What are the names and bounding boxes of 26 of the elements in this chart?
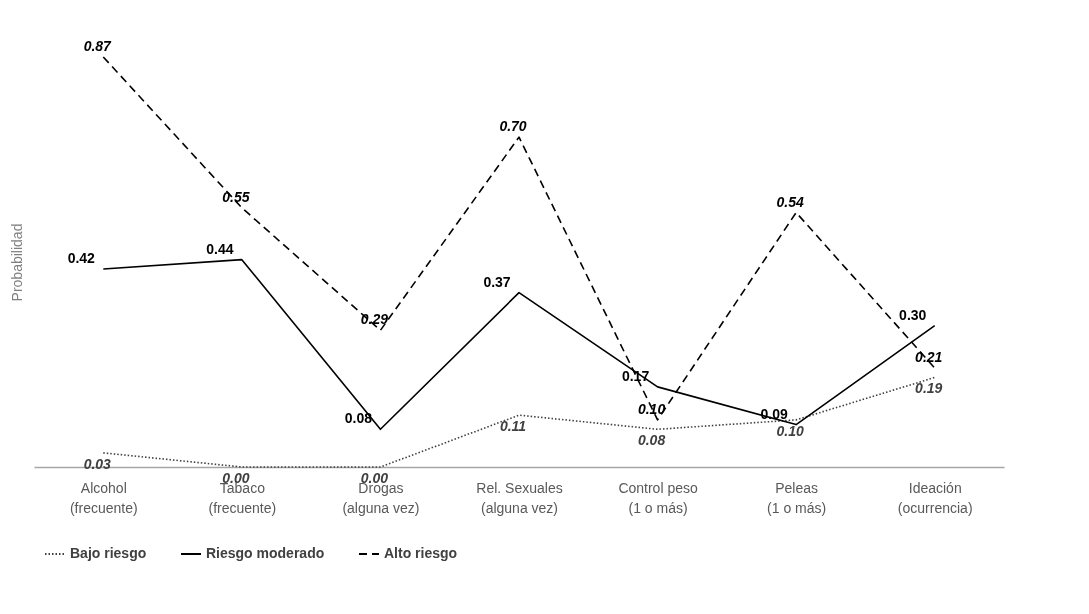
x-tick-label: Alcohol (frecuente) [69,479,138,516]
data-label: 0.44 [206,240,234,257]
data-label: 0.21 [915,349,943,366]
data-label: 0.11 [499,418,527,435]
data-label: 0.30 [899,306,927,323]
data-label: 0.37 [483,273,511,290]
x-tick-label: Control peso (1 o más) [618,479,698,516]
y-axis-title: Probabilidad [8,223,25,302]
data-label: 0.87 [83,38,113,54]
data-label: 0.54 [776,193,804,210]
legend-label: Bajo riesgo [70,545,147,561]
legend-label: Riesgo moderado [206,545,325,561]
x-tick-label: Ideación (ocurrencia) [897,479,973,516]
data-label: 0.70 [499,118,527,135]
data-label: 0.29 [360,311,389,328]
legend-label: Alto riesgo [384,545,458,561]
data-label: 0.55 [222,188,250,205]
x-tick-label: Peleas (1 o más) [767,479,827,516]
data-label: 0.08 [344,410,373,427]
data-label: 0.10 [776,422,804,439]
x-tick-label: Rel. Sexuales (alguna vez) [476,479,563,516]
data-label: 0.03 [83,455,112,472]
data-label: 0.42 [67,250,96,267]
data-label: 0.08 [637,432,666,449]
data-label: 0.09 [760,405,788,422]
data-label: 0.19 [915,380,943,397]
